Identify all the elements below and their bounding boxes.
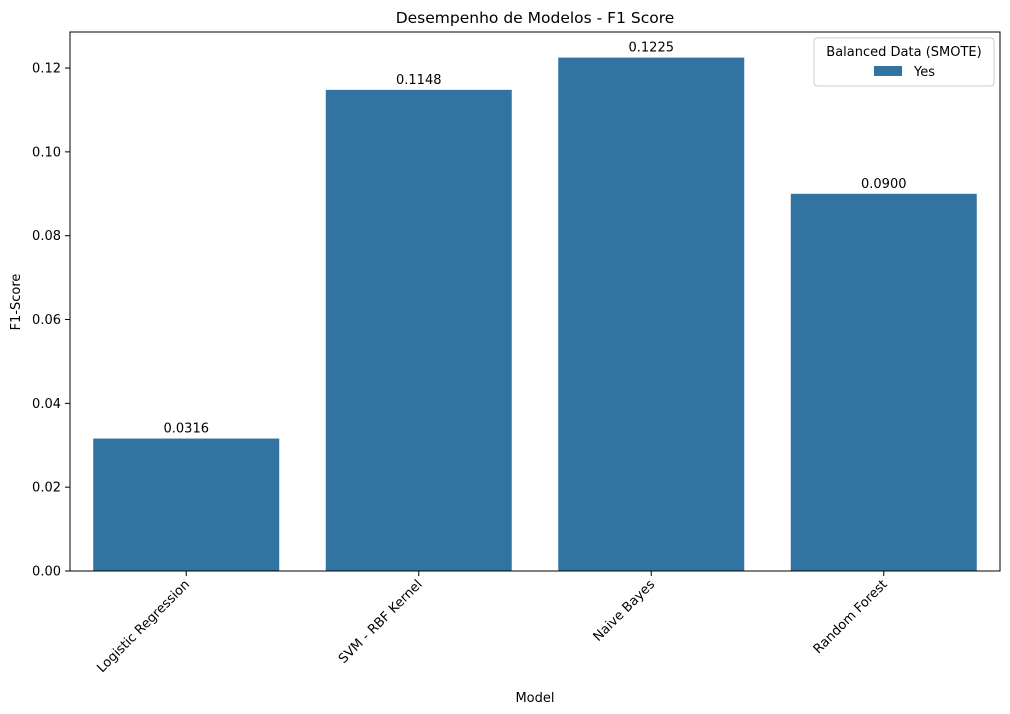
y-tick-label-5: 0.10	[32, 145, 61, 160]
x-tick-label-0: Logistic Regression	[94, 577, 193, 676]
x-tick-label-1: SVM - RBF Kernel	[336, 577, 426, 667]
y-tick-label-4: 0.08	[32, 229, 61, 244]
x-tick-label-3: Random Forest	[811, 577, 891, 657]
y-tick-label-6: 0.12	[32, 62, 61, 77]
legend-frame	[813, 37, 995, 87]
chart-title: Desempenho de Modelos - F1 Score	[396, 9, 675, 27]
data-label-0: 0.0316	[164, 422, 210, 437]
axes-frame	[69, 31, 1001, 572]
data-label-1: 0.1148	[396, 73, 442, 88]
y-tick-label-0: 0.00	[32, 565, 61, 580]
y-tick-label-1: 0.02	[32, 481, 61, 496]
x-tick-label-2: Naive Bayes	[591, 577, 659, 645]
legend: Balanced Data (SMOTE) Yes	[813, 37, 995, 87]
y-tick-label-3: 0.06	[32, 313, 61, 328]
x-axis-label: Model	[515, 691, 554, 706]
y-axis-label: F1-Score	[9, 274, 24, 331]
y-tick-label-2: 0.04	[32, 397, 61, 412]
bar-1	[325, 89, 512, 571]
bar-3	[790, 193, 977, 572]
plot-area: 0.0316 0.1148 0.1225 0.0900 0.00 0.02 0.04 0.06…	[32, 31, 1001, 676]
legend-swatch	[874, 66, 902, 76]
legend-title: Balanced Data (SMOTE)	[826, 45, 981, 60]
legend-entry-yes: Yes	[913, 65, 935, 80]
bar-0	[93, 438, 280, 571]
bar-2	[558, 57, 745, 571]
data-label-2: 0.1225	[629, 41, 675, 56]
data-label-3: 0.0900	[861, 177, 907, 192]
